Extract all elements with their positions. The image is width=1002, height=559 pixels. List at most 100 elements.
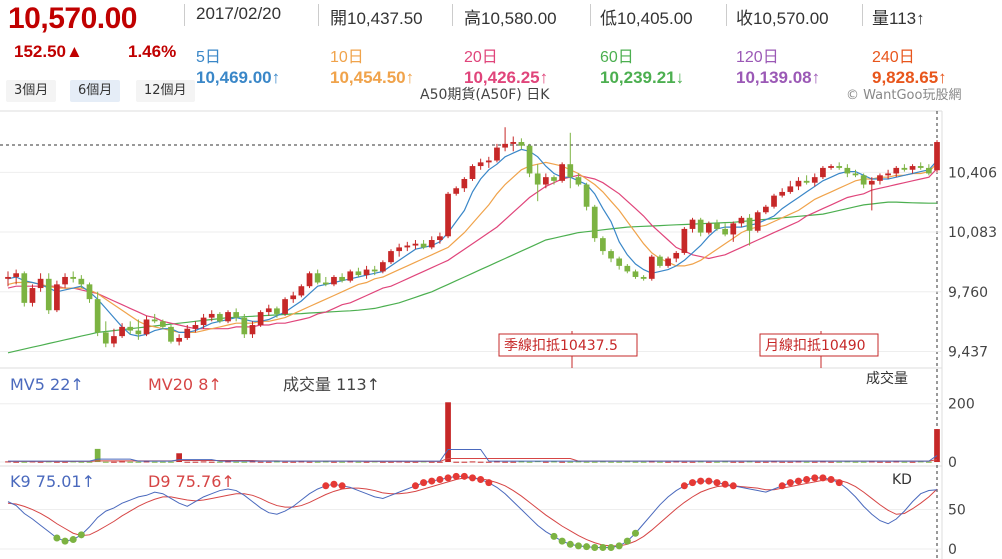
volume-bar bbox=[111, 461, 117, 463]
candle-body bbox=[241, 317, 248, 335]
overbought-dot bbox=[778, 482, 786, 490]
volume-bar bbox=[241, 461, 248, 463]
candle-body bbox=[282, 299, 288, 314]
volume-bar bbox=[763, 461, 769, 463]
volume-bar bbox=[583, 461, 590, 463]
candle-body bbox=[420, 243, 427, 248]
volume-bar bbox=[575, 461, 582, 463]
range-6m-button[interactable]: 6個月 bbox=[70, 80, 121, 102]
month-deduction-label: 月線扣抵10490 bbox=[765, 338, 866, 354]
volume-bar bbox=[428, 461, 435, 463]
volume-bar bbox=[722, 461, 728, 463]
range-12m-button[interactable]: 12個月 bbox=[136, 80, 195, 102]
candle-body bbox=[151, 319, 158, 322]
candle-body bbox=[159, 321, 166, 327]
volume-bar bbox=[347, 461, 354, 463]
price-tick-label: 10,406 bbox=[948, 165, 997, 181]
candle-body bbox=[925, 167, 932, 174]
candle-body bbox=[94, 299, 101, 333]
oversold-dot bbox=[615, 542, 623, 550]
volume-panel-title: 成交量 bbox=[866, 370, 908, 387]
divider bbox=[726, 4, 727, 26]
volume-bar bbox=[657, 461, 663, 463]
volume-bar bbox=[934, 429, 940, 462]
volume-bar bbox=[21, 461, 28, 463]
candle-body bbox=[119, 326, 125, 337]
overbought-dot bbox=[460, 472, 468, 480]
overbought-dot bbox=[338, 482, 346, 490]
candle-body bbox=[518, 142, 525, 146]
candle-body bbox=[714, 223, 720, 229]
low-price: 低10,405.00 bbox=[600, 9, 693, 28]
candle-body bbox=[722, 228, 728, 235]
volume-bar bbox=[494, 461, 500, 463]
volume-bar bbox=[860, 461, 867, 463]
volume-bar bbox=[339, 461, 345, 463]
candle-body bbox=[86, 284, 93, 300]
candle-body bbox=[665, 258, 671, 266]
oversold-dot bbox=[61, 537, 69, 545]
ma10-value: 10,454.50↑ bbox=[330, 68, 415, 87]
candle-body bbox=[681, 228, 688, 253]
candle-body bbox=[860, 175, 867, 185]
candle-body bbox=[689, 219, 696, 229]
candle-body bbox=[453, 188, 460, 194]
candle-body bbox=[567, 164, 574, 178]
volume-bar bbox=[445, 402, 451, 462]
candle-body bbox=[461, 179, 468, 189]
volume-bar bbox=[412, 461, 419, 463]
volume-bar bbox=[828, 461, 834, 463]
overbought-dot bbox=[444, 474, 452, 482]
volume-bar bbox=[787, 461, 794, 463]
candle-body bbox=[184, 328, 191, 338]
overbought-dot bbox=[794, 477, 802, 485]
overbought-dot bbox=[420, 479, 428, 487]
volume-bar bbox=[714, 461, 720, 463]
volume-bar bbox=[689, 461, 696, 463]
volume-bars bbox=[5, 402, 940, 463]
candle-body bbox=[21, 273, 28, 303]
candle-body bbox=[763, 206, 769, 213]
range-3m-button[interactable]: 3個月 bbox=[6, 80, 57, 102]
candle-body bbox=[331, 276, 337, 285]
candle-body bbox=[738, 217, 745, 224]
volume-bar bbox=[518, 461, 525, 463]
overbought-dot bbox=[330, 480, 338, 488]
ma5-label: 5日 bbox=[196, 49, 221, 66]
candle-body bbox=[828, 166, 834, 168]
overbought-dot bbox=[697, 477, 705, 485]
candle-body bbox=[608, 251, 614, 259]
volume-bar bbox=[54, 461, 60, 463]
volume-bar bbox=[673, 461, 680, 463]
candle-body bbox=[673, 252, 680, 259]
kd-tick-label: 50 bbox=[948, 503, 966, 519]
volume-bar bbox=[102, 461, 109, 463]
candle-body bbox=[575, 177, 582, 185]
ma20-value: 10,426.25↑ bbox=[464, 68, 549, 87]
volume-bar bbox=[510, 461, 517, 463]
volume-bar bbox=[868, 461, 875, 463]
volume-bar bbox=[820, 461, 826, 463]
ma60-value: 10,239.21↓ bbox=[600, 68, 685, 87]
candle-body bbox=[526, 145, 533, 174]
close-price: 收10,570.00 bbox=[736, 9, 829, 28]
candle-body bbox=[347, 271, 354, 281]
candle-body bbox=[445, 193, 451, 237]
candle-body bbox=[176, 337, 182, 342]
grid-lines bbox=[0, 171, 942, 550]
overbought-dot bbox=[469, 474, 476, 482]
overbought-dot bbox=[452, 472, 460, 480]
candle-body bbox=[127, 326, 134, 331]
price-tick-label: 9,437 bbox=[948, 344, 988, 360]
volume-label: 成交量 113↑ bbox=[283, 375, 380, 394]
volume-bar bbox=[217, 461, 223, 463]
candle-body bbox=[502, 143, 508, 148]
oversold-dot bbox=[607, 543, 615, 551]
volume-bar bbox=[852, 461, 859, 463]
candle-body bbox=[551, 177, 557, 181]
candle-body bbox=[795, 180, 802, 187]
candle-body bbox=[640, 276, 647, 279]
volume-bar bbox=[453, 461, 460, 463]
volume-tick-label: 200 bbox=[948, 397, 975, 413]
